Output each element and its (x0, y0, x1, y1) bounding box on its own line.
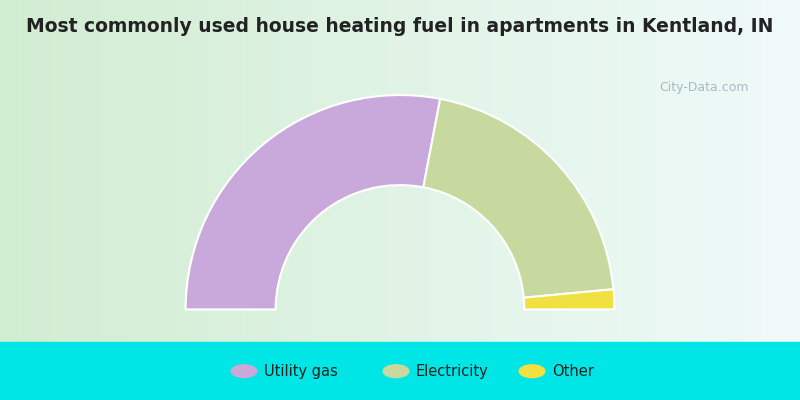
Wedge shape (524, 289, 614, 310)
Wedge shape (186, 95, 440, 310)
Text: Electricity: Electricity (416, 364, 489, 379)
Text: Utility gas: Utility gas (264, 364, 338, 379)
Circle shape (519, 365, 545, 378)
Wedge shape (423, 99, 614, 298)
Circle shape (383, 365, 409, 378)
Text: City-Data.com: City-Data.com (659, 82, 749, 94)
Circle shape (231, 365, 257, 378)
Text: Other: Other (552, 364, 594, 379)
Text: Most commonly used house heating fuel in apartments in Kentland, IN: Most commonly used house heating fuel in… (26, 16, 774, 36)
Bar (0, 342, 800, 400)
